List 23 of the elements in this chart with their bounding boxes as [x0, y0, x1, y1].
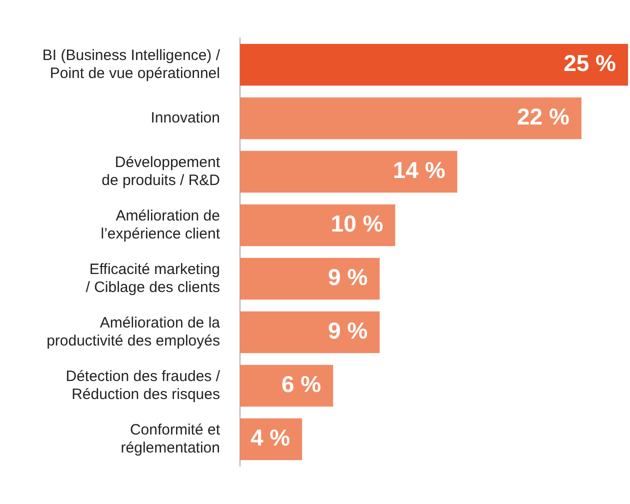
y-tick-label: Détection des fraudes / Réduction des risques — [66, 368, 221, 403]
data-label: 4 % — [250, 424, 290, 451]
data-label: 9 % — [328, 264, 368, 290]
data-label: 6 % — [281, 371, 322, 398]
bar — [240, 44, 628, 86]
bar — [240, 97, 582, 140]
bar — [240, 364, 334, 407]
bar — [240, 258, 380, 300]
data-label: 9 % — [328, 318, 368, 344]
bar — [240, 311, 380, 354]
y-tick-label: BI (Business Intelligence) / Point de vue opérationnel — [42, 46, 221, 82]
bar — [240, 150, 458, 193]
y-tick-label: Innovation — [150, 109, 220, 126]
y-tick-label: Conformité et réglementation — [120, 421, 221, 456]
y-tick-label: Amélioration de l’expérience client — [100, 207, 221, 242]
y-tick-label: Développement de produits / R&D — [102, 154, 221, 189]
y-tick-label: Efficacité marketing / Ciblage des clients — [86, 260, 220, 296]
data-label: 14 % — [392, 157, 446, 184]
bar — [240, 204, 396, 246]
data-label: 22 % — [517, 104, 570, 130]
data-label: 25 % — [564, 50, 616, 76]
data-label: 10 % — [330, 210, 384, 237]
y-tick-label: Amélioration de la productivité des employés — [46, 314, 221, 350]
